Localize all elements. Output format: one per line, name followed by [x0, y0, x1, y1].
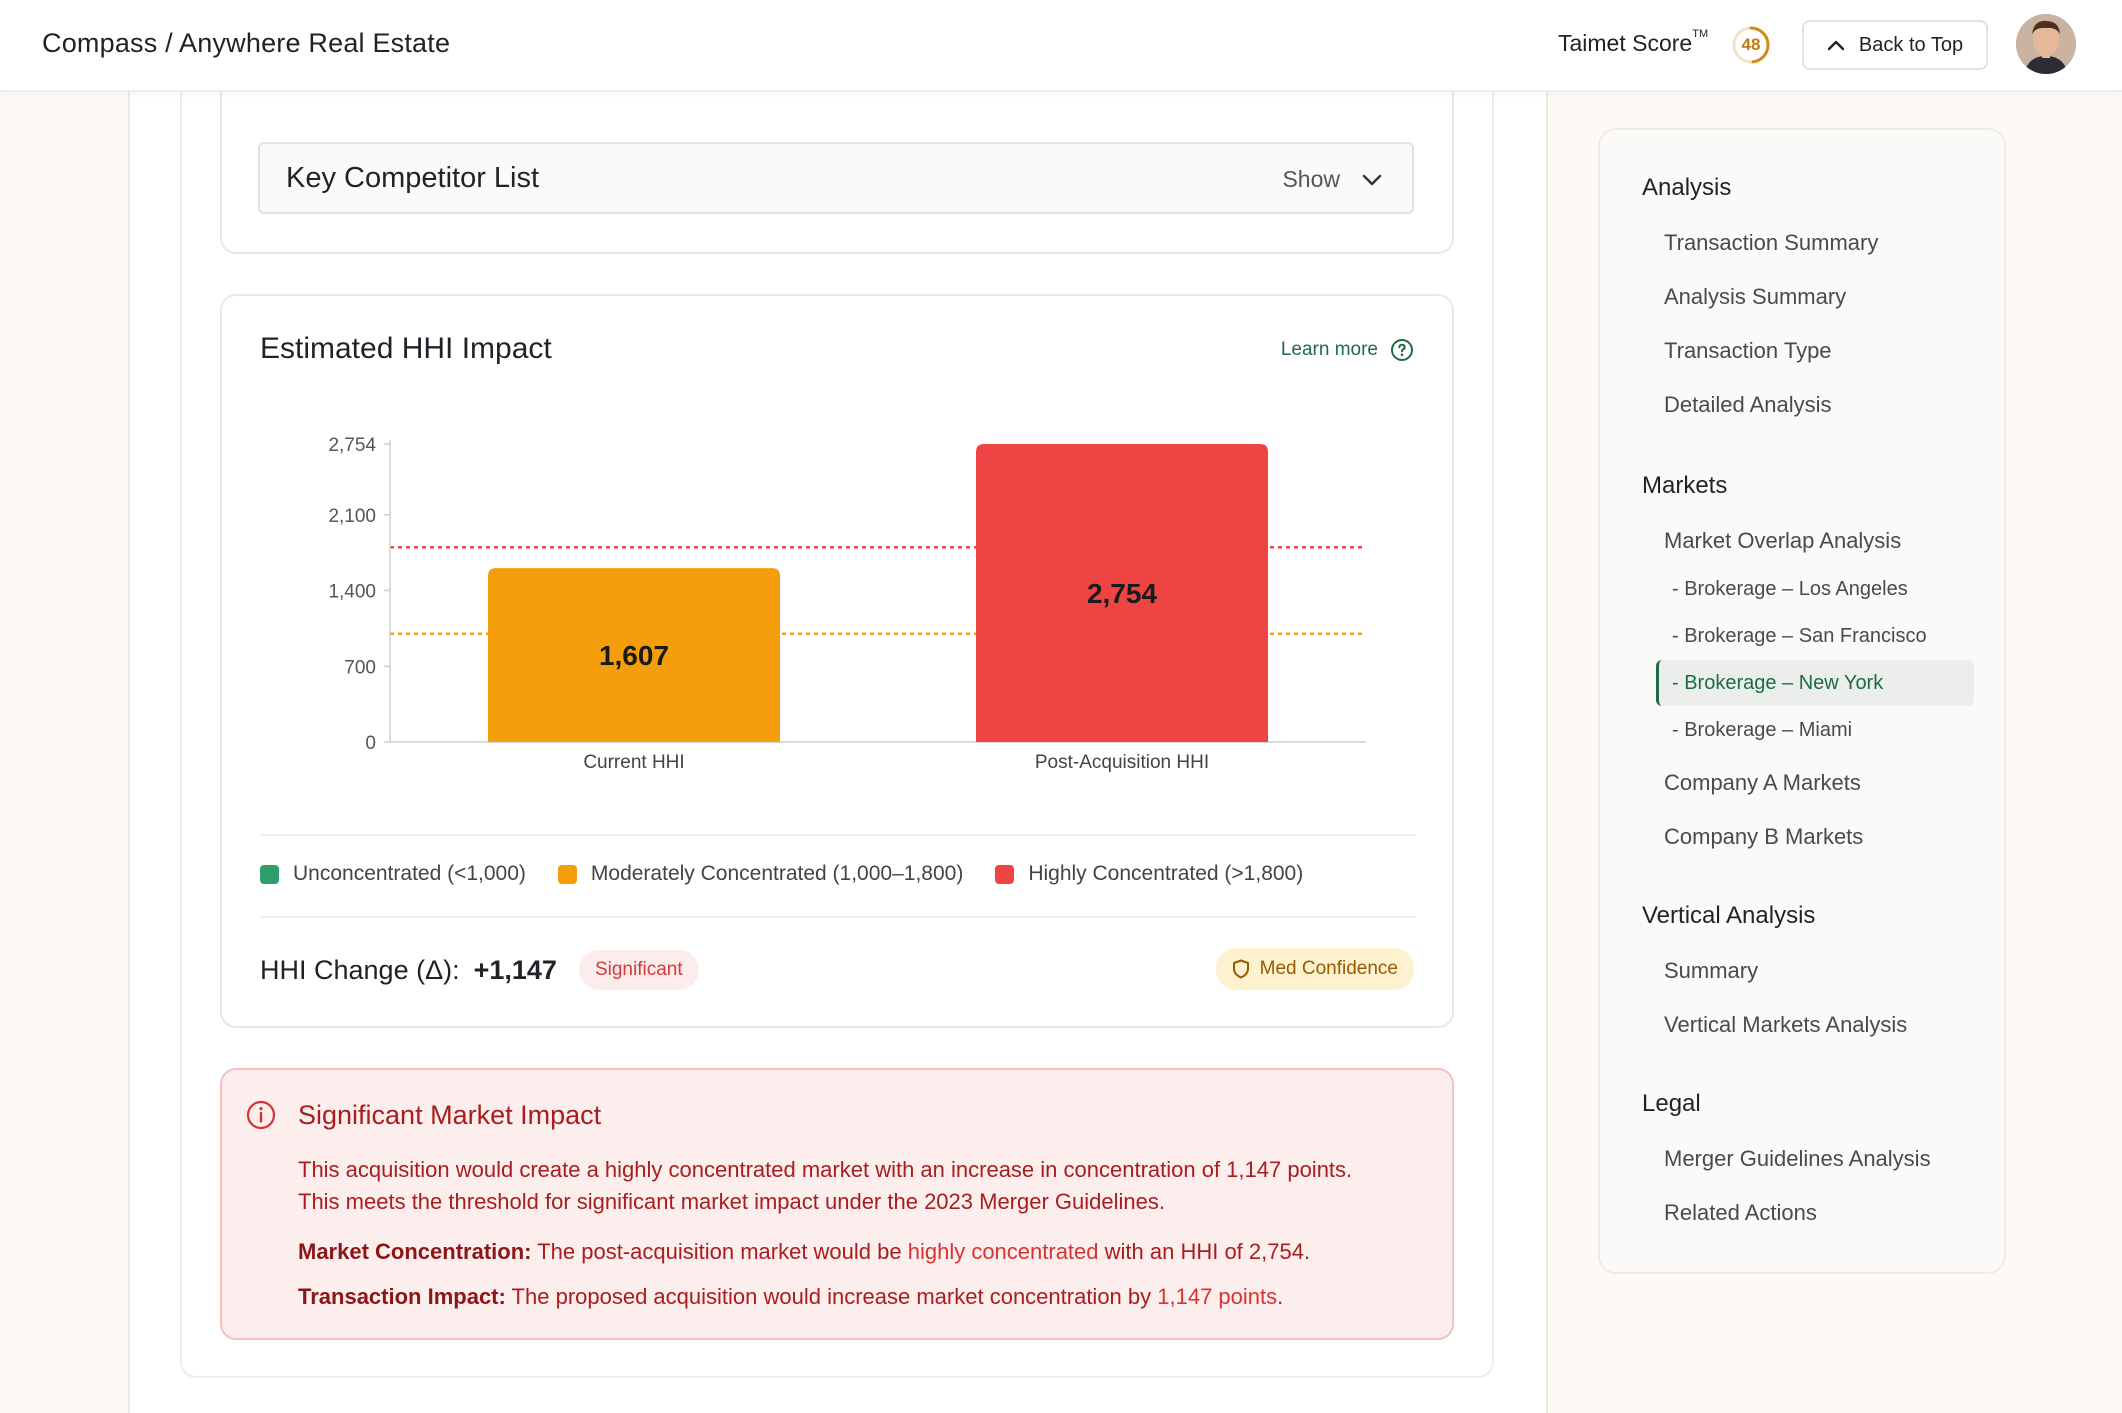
- toc-market-overlap[interactable]: Market Overlap Analysis: [1664, 528, 1902, 553]
- bar-post-acquisition-hhi: [976, 444, 1268, 742]
- x-category-label: Post-Acquisition HHI: [1035, 752, 1209, 773]
- learn-more-link[interactable]: Learn more: [1281, 338, 1414, 362]
- help-circle-icon: [1391, 339, 1413, 361]
- confidence-label: Med Confidence: [1259, 958, 1398, 979]
- bar-current-hhi: [488, 568, 780, 742]
- info-circle-icon: [246, 1100, 276, 1130]
- toc-section-analysis[interactable]: Analysis: [1642, 174, 1732, 201]
- user-avatar[interactable]: [2016, 14, 2076, 74]
- back-to-top-label: Back to Top: [1858, 33, 1964, 56]
- transaction-highlight: 1,147 points: [1157, 1284, 1278, 1309]
- legend-label: Unconcentrated (<1,000): [293, 862, 526, 885]
- y-tick-label: 1,400: [328, 582, 376, 603]
- legend-swatch: [260, 864, 279, 884]
- key-competitor-list[interactable]: Key Competitor List Show: [258, 142, 1414, 214]
- y-tick-label: 2,100: [328, 506, 376, 527]
- learn-more-label: Learn more: [1280, 339, 1378, 360]
- hhi-change-value: +1,147: [473, 954, 557, 985]
- legend-divider-bottom: [260, 916, 1416, 918]
- legend-swatch: [557, 864, 577, 884]
- toc-detailed-analysis[interactable]: Detailed Analysis: [1664, 392, 1832, 417]
- chevron-down-icon: [1362, 174, 1382, 185]
- impact-line-1: This acquisition would create a highly c…: [298, 1157, 1353, 1182]
- impact-description: This acquisition would create a highly c…: [298, 1154, 1352, 1218]
- show-label: Show: [1282, 166, 1340, 192]
- legend-item-unconcentrated: Unconcentrated (<1,000): [260, 862, 526, 886]
- transaction-text-post: .: [1277, 1284, 1284, 1309]
- hhi-change-row: HHI Change (Δ): +1,147 Significant: [260, 950, 699, 990]
- toc-related-actions[interactable]: Related Actions: [1664, 1200, 1817, 1225]
- chevron-up-icon: [1827, 40, 1845, 51]
- score-ring-icon: [1732, 26, 1770, 64]
- transaction-text-pre: The proposed acquisition would increase …: [505, 1284, 1158, 1309]
- transaction-impact-label: Transaction Impact:: [298, 1284, 506, 1309]
- toc-section-vertical[interactable]: Vertical Analysis: [1642, 902, 1816, 929]
- hhi-impact-card: Estimated HHI Impact Learn more 0 700 1,40…: [220, 294, 1454, 1028]
- hhi-bar-chart: 0 700 1,400 2,100 2,754 1,607 Current HHI 2,754…: [328, 435, 1366, 773]
- transaction-impact-line: Transaction Impact: The proposed acquisi…: [298, 1281, 1283, 1313]
- hhi-change-label: HHI Change (Δ):: [260, 954, 460, 985]
- back-to-top-button[interactable]: Back to Top: [1802, 20, 1988, 70]
- toc-brokerage-san-francisco[interactable]: - Brokerage – San Francisco: [1672, 625, 1927, 647]
- hhi-title: Estimated HHI Impact: [260, 332, 552, 365]
- legend-label: Moderately Concentrated (1,000–1,800): [590, 862, 964, 885]
- significant-impact-alert: Significant Market Impact This acquisiti…: [220, 1068, 1454, 1340]
- competitor-title: Key Competitor List: [286, 162, 540, 194]
- shield-icon: [1232, 959, 1249, 979]
- avatar-portrait-icon: [2016, 14, 2076, 74]
- toc-company-b-markets[interactable]: Company B Markets: [1664, 824, 1864, 849]
- trademark-mark: TM: [1692, 28, 1709, 40]
- x-category-label: Current HHI: [583, 752, 684, 773]
- market-concentration-label: Market Concentration:: [298, 1239, 532, 1264]
- toc-transaction-summary[interactable]: Transaction Summary: [1664, 230, 1879, 255]
- concentration-highlight: highly concentrated: [907, 1239, 1099, 1264]
- legend-label: Highly Concentrated (>1,800): [1028, 862, 1304, 885]
- toc-merger-guidelines[interactable]: Merger Guidelines Analysis: [1664, 1146, 1931, 1171]
- bar-value-label: 2,754: [1087, 578, 1157, 609]
- significance-badge: Significant: [578, 950, 699, 990]
- confidence-badge: Med Confidence: [1215, 948, 1414, 990]
- table-of-contents: Analysis Transaction Summary Analysis Su…: [1598, 128, 2006, 1274]
- toc-section-markets[interactable]: Markets: [1642, 472, 1728, 499]
- concentration-text-pre: The post-acquisition market would be: [531, 1239, 908, 1264]
- toc-section-legal[interactable]: Legal: [1642, 1090, 1701, 1117]
- top-header: Compass / Anywhere Real Estate Taimet Sc…: [0, 0, 2122, 92]
- y-tick-label: 2,754: [328, 435, 376, 456]
- legend-item-moderate: Moderately Concentrated (1,000–1,800): [557, 862, 964, 886]
- legend-item-high: Highly Concentrated (>1,800): [995, 862, 1303, 886]
- page-title: Compass / Anywhere Real Estate: [42, 28, 451, 58]
- toc-active-indicator: [1656, 660, 1974, 706]
- toc-company-a-markets[interactable]: Company A Markets: [1664, 770, 1861, 795]
- toc-transaction-type[interactable]: Transaction Type: [1664, 338, 1832, 363]
- market-concentration-line: Market Concentration: The post-acquisiti…: [298, 1236, 1310, 1268]
- score-value: 48: [1741, 35, 1761, 54]
- legend-swatch: [995, 864, 1015, 884]
- concentration-text-post: with an HHI of 2,754.: [1098, 1239, 1311, 1264]
- score-label: Taimet ScoreTM: [1558, 28, 1709, 56]
- impact-line-2: This meets the threshold for significant…: [298, 1189, 1165, 1214]
- concentration-legend: Unconcentrated (<1,000) Moderately Conce…: [260, 862, 1303, 886]
- toc-brokerage-los-angeles[interactable]: - Brokerage – Los Angeles: [1672, 578, 1908, 600]
- toc-vertical-markets-analysis[interactable]: Vertical Markets Analysis: [1664, 1012, 1908, 1037]
- y-tick-label: 0: [365, 733, 376, 754]
- toc-brokerage-miami[interactable]: - Brokerage – Miami: [1672, 719, 1853, 741]
- toc-vertical-summary[interactable]: Summary: [1664, 958, 1759, 983]
- legend-divider-top: [260, 834, 1416, 836]
- toc-brokerage-new-york[interactable]: - Brokerage – New York: [1672, 672, 1884, 694]
- bar-value-label: 1,607: [599, 640, 669, 671]
- competitor-show-toggle[interactable]: Show: [1282, 166, 1382, 193]
- y-tick-label: 700: [344, 657, 376, 678]
- impact-title: Significant Market Impact: [298, 1100, 602, 1130]
- toc-analysis-summary[interactable]: Analysis Summary: [1664, 284, 1847, 309]
